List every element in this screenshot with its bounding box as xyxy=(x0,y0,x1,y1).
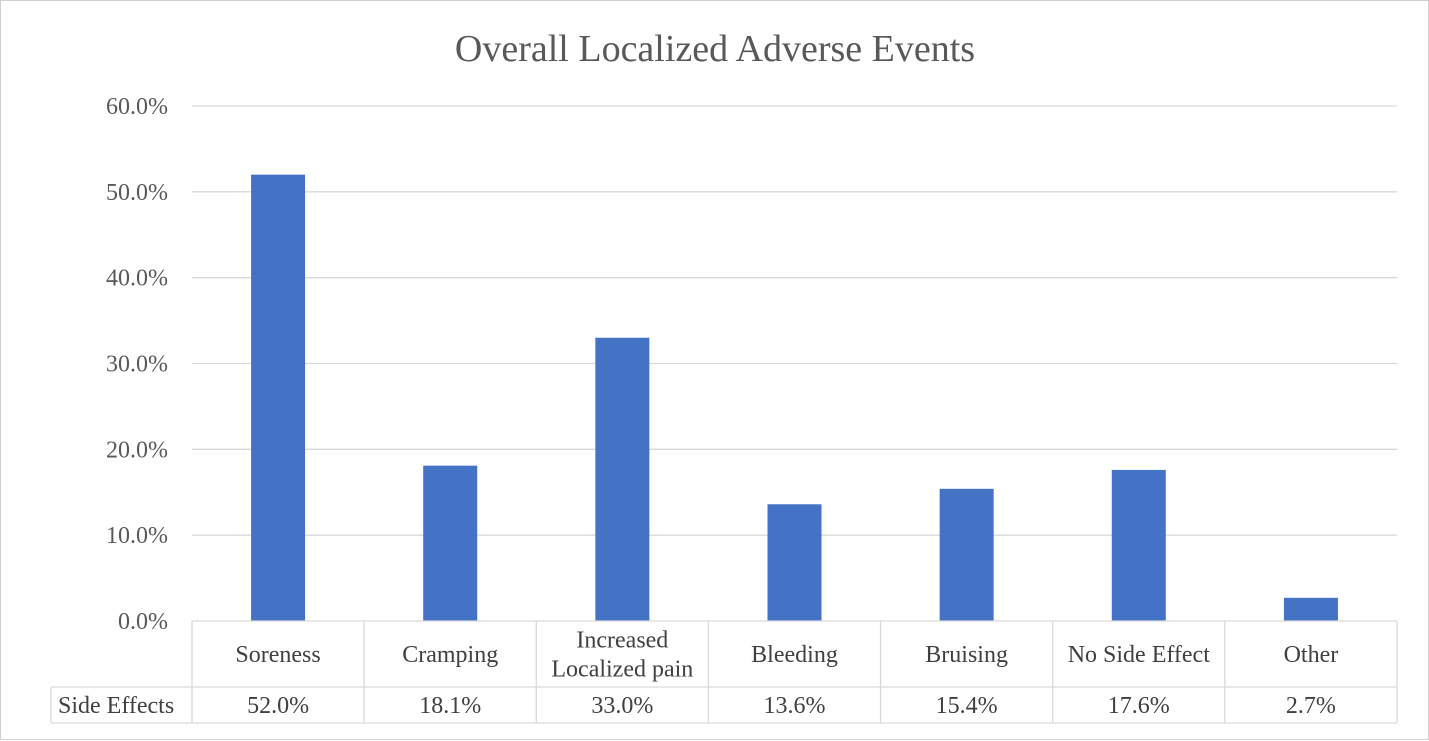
category-label-line: No Side Effect xyxy=(1068,642,1211,668)
bar xyxy=(423,465,478,621)
data-table-value: 52.0% xyxy=(247,693,309,719)
category-label: Cramping xyxy=(402,642,498,668)
category-label-line: Increased xyxy=(576,628,668,654)
series-name-label: Side Effects xyxy=(58,693,174,719)
bar xyxy=(1111,469,1166,621)
category-label-line: Localized pain xyxy=(551,657,693,683)
category-label-line: Bruising xyxy=(925,642,1008,668)
y-axis-ticks: 0.0% 10.0% 20.0% 30.0% 40.0% 50.0% 60.0% xyxy=(106,94,168,635)
category-label: Bruising xyxy=(925,642,1008,668)
data-table-value: 13.6% xyxy=(764,693,826,719)
gridlines xyxy=(192,105,1397,536)
data-table-value: 15.4% xyxy=(936,693,998,719)
bar xyxy=(767,504,822,621)
bar xyxy=(251,174,306,621)
category-label: Other xyxy=(1284,642,1339,668)
category-label-line: Cramping xyxy=(402,642,498,668)
y-tick-label: 30.0% xyxy=(106,352,168,378)
bar xyxy=(939,488,994,621)
bar xyxy=(595,337,650,621)
category-label-line: Other xyxy=(1284,642,1339,668)
bars xyxy=(251,174,1338,621)
y-tick-label: 50.0% xyxy=(106,180,168,206)
data-table-value: 2.7% xyxy=(1286,693,1336,719)
data-table-value: 17.6% xyxy=(1108,693,1170,719)
data-table-value: 18.1% xyxy=(419,693,481,719)
y-tick-label: 60.0% xyxy=(106,94,168,120)
data-table: Soreness Cramping Increased Localized pain B… xyxy=(50,620,1398,724)
y-tick-label: 40.0% xyxy=(106,266,168,292)
data-table-value: 33.0% xyxy=(591,693,653,719)
y-tick-label: 20.0% xyxy=(106,437,168,463)
category-label-line: Bleeding xyxy=(751,642,838,668)
y-tick-label: 0.0% xyxy=(118,609,168,635)
category-label: Soreness xyxy=(235,642,320,668)
bar xyxy=(1283,597,1338,621)
category-label: Increased Localized pain xyxy=(551,628,693,683)
category-label: No Side Effect xyxy=(1068,642,1211,668)
category-label-line: Soreness xyxy=(235,642,320,668)
y-tick-label: 10.0% xyxy=(106,523,168,549)
category-label: Bleeding xyxy=(751,642,838,668)
chart-title: Overall Localized Adverse Events xyxy=(455,28,975,70)
